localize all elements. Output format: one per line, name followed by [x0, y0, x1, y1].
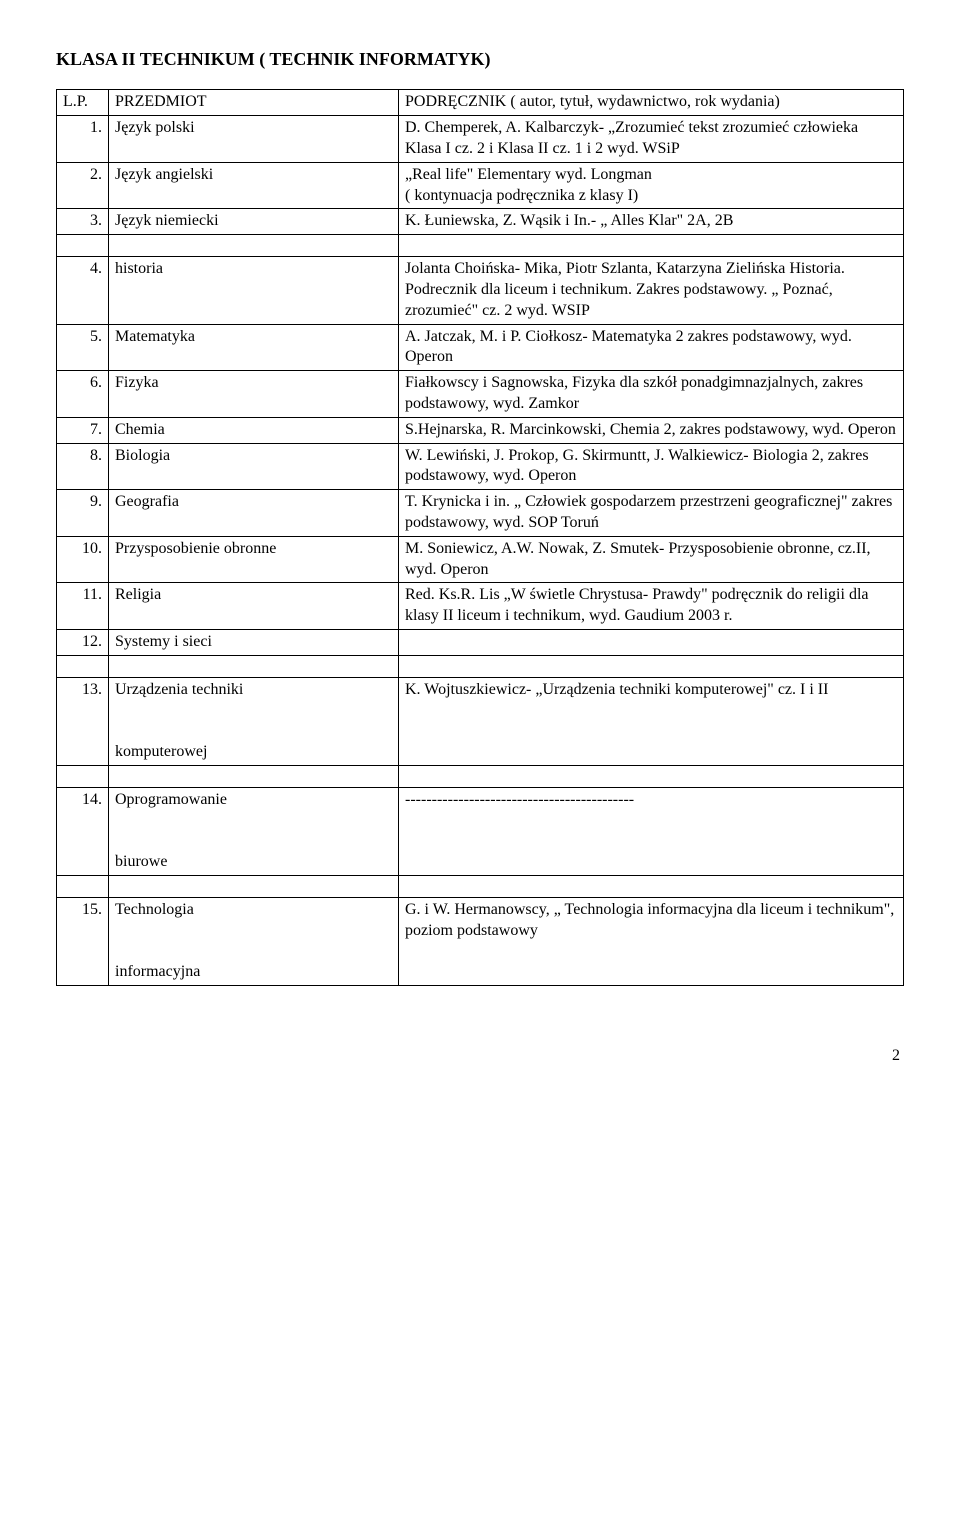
cell-subject: Język angielski [109, 162, 399, 209]
table-row: 4. historia Jolanta Choińska- Mika, Piot… [57, 257, 904, 324]
header-book: PODRĘCZNIK ( autor, tytuł, wydawnictwo, … [399, 90, 904, 116]
table-row: 6. Fizyka Fiałkowscy i Sagnowska, Fizyka… [57, 371, 904, 418]
table-row: 15. Technologiainformacyjna G. i W. Herm… [57, 898, 904, 986]
table-row: 8. Biologia W. Lewiński, J. Prokop, G. S… [57, 443, 904, 490]
cell-subject: Przysposobienie obronne [109, 536, 399, 583]
table-row: 11. Religia Red. Ks.R. Lis „W świetle Ch… [57, 583, 904, 630]
header-lp: L.P. [57, 90, 109, 116]
cell-lp: 3. [57, 209, 109, 235]
cell-lp: 1. [57, 116, 109, 163]
cell-book: Jolanta Choińska- Mika, Piotr Szlanta, K… [399, 257, 904, 324]
table-row: 10. Przysposobienie obronne M. Soniewicz… [57, 536, 904, 583]
spacer-row [57, 235, 904, 257]
cell-book: „Real life" Elementary wyd. Longman( kon… [399, 162, 904, 209]
cell-lp: 15. [57, 898, 109, 986]
header-subject: PRZEDMIOT [109, 90, 399, 116]
cell-subject: Oprogramowaniebiurowe [109, 787, 399, 875]
cell-lp: 14. [57, 787, 109, 875]
cell-book: S.Hejnarska, R. Marcinkowski, Chemia 2, … [399, 417, 904, 443]
cell-book: Fiałkowscy i Sagnowska, Fizyka dla szkół… [399, 371, 904, 418]
spacer-row [57, 876, 904, 898]
cell-subject: Geografia [109, 490, 399, 537]
table-row: 7. Chemia S.Hejnarska, R. Marcinkowski, … [57, 417, 904, 443]
cell-book: D. Chemperek, A. Kalbarczyk- „Zrozumieć … [399, 116, 904, 163]
cell-book: W. Lewiński, J. Prokop, G. Skirmuntt, J.… [399, 443, 904, 490]
cell-book: A. Jatczak, M. i P. Ciołkosz- Matematyka… [399, 324, 904, 371]
cell-lp: 2. [57, 162, 109, 209]
cell-subject: Chemia [109, 417, 399, 443]
cell-lp: 11. [57, 583, 109, 630]
cell-lp: 5. [57, 324, 109, 371]
cell-book: K. Łuniewska, Z. Wąsik i In.- „ Alles Kl… [399, 209, 904, 235]
cell-lp: 4. [57, 257, 109, 324]
cell-book [399, 629, 904, 655]
table-row: 14. Oprogramowaniebiurowe --------------… [57, 787, 904, 875]
cell-subject: Biologia [109, 443, 399, 490]
cell-subject: Fizyka [109, 371, 399, 418]
cell-subject: Systemy i sieci [109, 629, 399, 655]
cell-book: M. Soniewicz, A.W. Nowak, Z. Smutek- Prz… [399, 536, 904, 583]
cell-subject: Religia [109, 583, 399, 630]
table-row: 12. Systemy i sieci [57, 629, 904, 655]
table-row: 13. Urządzenia technikikomputerowej K. W… [57, 677, 904, 765]
cell-book: ----------------------------------------… [399, 787, 904, 875]
cell-book: K. Wojtuszkiewicz- „Urządzenia techniki … [399, 677, 904, 765]
cell-lp: 13. [57, 677, 109, 765]
cell-book: Red. Ks.R. Lis „W świetle Chrystusa- Pra… [399, 583, 904, 630]
table-row: 3. Język niemiecki K. Łuniewska, Z. Wąsi… [57, 209, 904, 235]
cell-subject: Technologiainformacyjna [109, 898, 399, 986]
cell-subject: historia [109, 257, 399, 324]
cell-lp: 10. [57, 536, 109, 583]
table-row: 5. Matematyka A. Jatczak, M. i P. Ciołko… [57, 324, 904, 371]
table-header-row: L.P. PRZEDMIOT PODRĘCZNIK ( autor, tytuł… [57, 90, 904, 116]
cell-lp: 6. [57, 371, 109, 418]
cell-book: T. Krynicka i in. „ Człowiek gospodarzem… [399, 490, 904, 537]
subjects-table: L.P. PRZEDMIOT PODRĘCZNIK ( autor, tytuł… [56, 89, 904, 986]
cell-subject: Język niemiecki [109, 209, 399, 235]
cell-subject: Matematyka [109, 324, 399, 371]
spacer-row [57, 765, 904, 787]
table-row: 2. Język angielski „Real life" Elementar… [57, 162, 904, 209]
cell-book: G. i W. Hermanowscy, „ Technologia infor… [399, 898, 904, 986]
cell-lp: 9. [57, 490, 109, 537]
cell-subject: Język polski [109, 116, 399, 163]
cell-subject: Urządzenia technikikomputerowej [109, 677, 399, 765]
spacer-row [57, 655, 904, 677]
cell-lp: 12. [57, 629, 109, 655]
table-row: 9. Geografia T. Krynicka i in. „ Człowie… [57, 490, 904, 537]
cell-lp: 8. [57, 443, 109, 490]
document-title: KLASA II TECHNIKUM ( TECHNIK INFORMATYK) [56, 48, 904, 71]
table-row: 1. Język polski D. Chemperek, A. Kalbarc… [57, 116, 904, 163]
cell-lp: 7. [57, 417, 109, 443]
page-number: 2 [56, 1046, 904, 1067]
